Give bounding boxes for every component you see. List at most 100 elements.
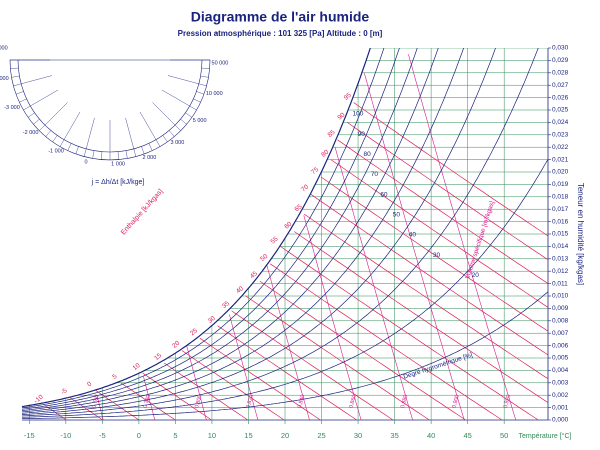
protractor-ray (125, 150, 128, 159)
enthalpy-line (245, 295, 430, 420)
y-tick-label: 0,013 (552, 256, 569, 263)
rh-label: 20 (472, 272, 480, 279)
enthalpy-line (217, 325, 357, 420)
x-tick-label: -15 (24, 431, 35, 440)
y-tick-label: 0,025 (552, 107, 569, 114)
protractor-label: j = Δh/Δt [kJ/kge] (91, 179, 145, 186)
y-tick-label: 0,026 (552, 94, 569, 101)
y-tick-label: 0,027 (552, 82, 569, 89)
y-tick-label: 0,017 (552, 206, 569, 213)
y-tick-label: 0,030 (552, 45, 569, 52)
y-tick-label: 0,014 (552, 243, 569, 250)
enthalpy-label: -5 (60, 387, 69, 396)
protractor-ray (200, 75, 209, 78)
volume-line (363, 72, 465, 420)
y-tick-label: 0,008 (552, 318, 569, 325)
x-tick-label: 40 (427, 431, 435, 440)
enthalpy-line (347, 122, 548, 261)
enthalpy-label: 15 (153, 352, 163, 362)
protractor-ray (185, 112, 193, 118)
protractor-ray (125, 117, 137, 157)
y-tick-label: 0,029 (552, 57, 569, 64)
y-tick-label: 0,028 (552, 70, 569, 77)
enthalpy-label: 10 (132, 362, 142, 372)
volume-label: 0,760 (91, 394, 100, 409)
enthalpy-line (231, 310, 394, 420)
protractor-ray (67, 143, 72, 151)
enthalpy-label: 55 (269, 235, 279, 245)
rh-label: 100 (353, 111, 364, 118)
protractor-ray (27, 112, 35, 118)
y-tick-label: 0,023 (552, 132, 569, 139)
enthalpy-label: -10 (33, 393, 45, 405)
y-axis-label: Teneur en humidité [kg/kgas] (576, 183, 585, 285)
volume-label: 0,860 (349, 394, 358, 409)
enthalpy-line (199, 337, 321, 420)
enthalpy-label: 60 (283, 220, 293, 230)
x-tick-label: 10 (208, 431, 216, 440)
volume-label: 0,880 (400, 394, 409, 409)
plot-area (22, 48, 548, 420)
protractor-ray (148, 143, 153, 151)
volume-line (143, 376, 156, 420)
y-tick-label: 0,001 (552, 404, 569, 411)
x-tick-label: 15 (244, 431, 252, 440)
enthalpy-axis-label: Enthalpie [kJ/kgas] (120, 188, 165, 236)
protractor-ray (101, 151, 103, 160)
x-tick-label: 30 (354, 431, 362, 440)
rh-label: 70 (371, 171, 379, 178)
protractor-arc (9, 59, 211, 161)
rh-curve (22, 291, 548, 420)
x-axis-label: Température [°C] (519, 432, 572, 440)
y-tick-label: 0,022 (552, 144, 569, 151)
enthalpy-label: 70 (300, 183, 310, 193)
enthalpy-label: 65 (293, 203, 303, 213)
enthalpy-label: 45 (249, 270, 259, 280)
enthalpy-label: 75 (310, 166, 320, 176)
rh-axis-label: Degré hygrométrique [%] (403, 352, 474, 381)
enthalpy-label: 0 (86, 380, 94, 388)
protractor-ray (52, 135, 58, 143)
enthalpy-label: 50 (259, 253, 269, 263)
y-tick-label: 0,010 (552, 293, 569, 300)
protractor-tick-label: 1 000 (111, 162, 125, 168)
rh-curve (22, 48, 465, 414)
protractor-ray (45, 130, 52, 137)
y-tick-label: 0,018 (552, 194, 569, 201)
volume-line (408, 54, 517, 420)
protractor-tick-label: 5 000 (193, 118, 207, 124)
y-tick-label: 0,007 (552, 330, 569, 337)
protractor-ray (152, 102, 181, 131)
enthalpy-line (310, 194, 548, 356)
y-tick-label: 0,002 (552, 392, 569, 399)
enthalpy-label: 30 (207, 315, 217, 325)
y-tick-label: 0,003 (552, 380, 569, 387)
x-tick-label: 20 (281, 431, 289, 440)
protractor-tick-label: 10 000 (206, 91, 223, 97)
protractor-ray (201, 67, 210, 69)
volume-label: 0,920 (503, 394, 512, 409)
x-tick-label: 50 (500, 431, 508, 440)
y-tick-label: 0,021 (552, 156, 569, 163)
protractor-tick-label: 3 000 (171, 140, 185, 146)
rh-label: 30 (433, 252, 441, 259)
protractor-tick-label: 2 000 (143, 155, 157, 161)
enthalpy-label: 40 (235, 285, 245, 295)
x-tick-label: -10 (60, 431, 71, 440)
volume-line (186, 345, 207, 420)
protractor-ray (180, 118, 187, 125)
rh-curve (22, 48, 400, 410)
enthalpy-label: 80 (320, 149, 330, 159)
volume-label: 0,820 (246, 394, 255, 409)
volume-line (303, 215, 362, 420)
protractor-tick-label: 50 000 (212, 61, 229, 67)
protractor-ray (83, 117, 95, 157)
volume-line (334, 147, 413, 420)
enthalpy-line (269, 263, 503, 420)
rh-curve (22, 48, 539, 417)
y-tick-label: 0,009 (552, 305, 569, 312)
protractor-ray (33, 118, 40, 125)
y-tick-label: 0,016 (552, 218, 569, 225)
protractor-ray (19, 98, 27, 103)
